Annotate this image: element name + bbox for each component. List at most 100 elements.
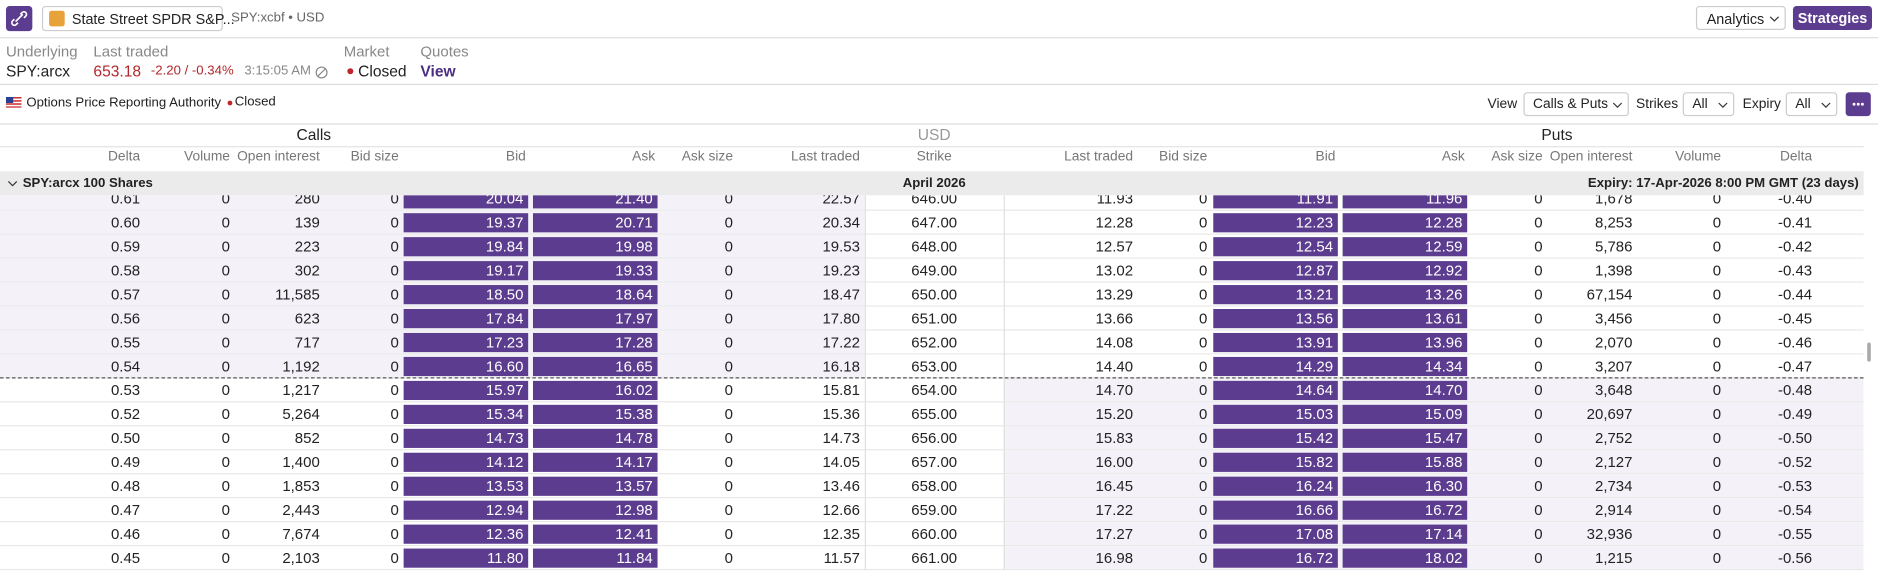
table-cell: -0.47 — [1777, 358, 1813, 375]
option-row: 0.54 0 1,192 0 16.60 16.65 0 16.18 653.00 14.40 0 1… — [0, 354, 1864, 379]
table-cell: 0.50 — [110, 429, 141, 447]
strike-divider — [1003, 354, 1005, 379]
table-cell: 1,192 — [282, 358, 320, 375]
table-cell: 0.60 — [110, 214, 141, 232]
option-row: 0.61 0 280 0 20.04 21.40 0 22.57 646.00 11.93 0 11.… — [0, 195, 1864, 211]
price-bar: 13.26 — [1342, 285, 1468, 305]
price-bar: 11.80 — [403, 548, 529, 568]
option-row: 0.46 0 7,674 0 12.36 12.41 0 12.35 660.00 17.27 0 1… — [0, 522, 1864, 547]
strike-cell: 650.00 — [911, 286, 958, 304]
table-cell: 0.45 — [110, 549, 141, 567]
market-status: Closed — [358, 62, 407, 81]
table-cell: 0 — [1534, 382, 1543, 399]
strategies-button[interactable]: Strategies — [1792, 5, 1873, 30]
section-header: Puts — [1541, 125, 1573, 144]
strike-divider — [1003, 378, 1005, 403]
table-cell: 17.27 — [1095, 525, 1134, 543]
price-bar: 12.98 — [532, 500, 658, 520]
link-button[interactable] — [5, 5, 33, 32]
table-cell: 0 — [1198, 453, 1208, 471]
price-bar: 18.02 — [1342, 548, 1468, 568]
table-cell: -0.55 — [1777, 525, 1813, 543]
table-cell: 0 — [221, 214, 230, 232]
table-cell: 0 — [390, 286, 399, 304]
table-cell: 0 — [724, 525, 733, 543]
table-cell: 0.47 — [110, 501, 141, 519]
expiry-dropdown[interactable]: All — [1785, 92, 1838, 117]
table-cell: 0 — [724, 286, 733, 304]
option-row: 0.59 0 223 0 19.84 19.98 0 19.53 648.00 12.57 0 12.… — [0, 234, 1864, 259]
table-cell: 0 — [724, 238, 733, 256]
table-cell: -0.49 — [1777, 406, 1813, 423]
table-cell: 0 — [724, 477, 733, 495]
table-cell: 0.46 — [110, 525, 141, 543]
table-cell: 15.81 — [822, 382, 860, 399]
table-cell: 0 — [724, 406, 733, 423]
table-cell: 0 — [1534, 406, 1543, 423]
table-cell: 2,734 — [1594, 477, 1633, 495]
symbol-name: State Street SPDR S&P... — [71, 10, 235, 28]
chevron — [1821, 102, 1831, 109]
table-cell: 17.22 — [1095, 501, 1134, 519]
strike-divider — [864, 330, 866, 355]
table-cell: 0 — [390, 334, 399, 351]
table-cell: 0 — [221, 334, 230, 351]
table-cell: 0.52 — [110, 406, 141, 423]
column-header: Last traded — [791, 149, 860, 165]
table-cell: 67,154 — [1586, 286, 1633, 304]
table-cell: 0 — [390, 477, 399, 495]
table-cell: 12.28 — [1095, 214, 1134, 232]
table-cell: 18.47 — [822, 286, 860, 304]
table-cell: 0 — [390, 525, 399, 543]
column-header: Delta — [1779, 149, 1813, 165]
table-cell: 1,215 — [1594, 549, 1633, 567]
collapse-chevron[interactable] — [7, 180, 18, 188]
more-button[interactable] — [1845, 92, 1871, 117]
group-month: April 2026 — [902, 176, 966, 191]
table-cell: 0 — [1198, 382, 1208, 399]
price-bar: 21.40 — [532, 195, 658, 209]
strikes-dropdown[interactable]: All — [1682, 92, 1735, 117]
price-bar: 13.57 — [532, 476, 658, 496]
table-cell: 0 — [1712, 238, 1722, 256]
table-cell: 0 — [390, 358, 399, 375]
price-bar: 12.94 — [403, 500, 529, 520]
table-cell: 0 — [390, 429, 399, 447]
price-bar: 12.87 — [1213, 261, 1338, 281]
table-cell: 0 — [1534, 214, 1543, 232]
column-header: Ask size — [1491, 149, 1543, 165]
table-cell: 1,853 — [282, 477, 320, 495]
quotes-link[interactable]: View — [420, 62, 456, 81]
option-row: 0.58 0 302 0 19.17 19.33 0 19.23 649.00 13.02 0 12.… — [0, 258, 1864, 283]
table-cell: 0 — [390, 406, 399, 423]
strike-divider — [1003, 306, 1005, 331]
strike-cell: 651.00 — [911, 310, 958, 327]
column-header: Bid — [1315, 149, 1336, 165]
table-cell: 0 — [1534, 262, 1543, 280]
table-cell: 16.00 — [1095, 453, 1134, 471]
table-cell: 17.80 — [822, 310, 860, 327]
table-cell: -0.53 — [1777, 477, 1813, 495]
option-row: 0.52 0 5,264 0 15.34 15.38 0 15.36 655.00 15.20 0 1… — [0, 402, 1864, 427]
view-dropdown[interactable]: Calls & Puts — [1523, 92, 1629, 117]
strike-cell: 654.00 — [911, 382, 958, 399]
strike-divider — [1003, 402, 1005, 427]
price-bar: 13.91 — [1213, 332, 1338, 353]
price-bar: 14.70 — [1342, 380, 1468, 401]
strike-divider — [1003, 234, 1005, 259]
column-header: Bid size — [1159, 149, 1208, 165]
table-cell: 7,674 — [282, 525, 320, 543]
column-header: Volume — [184, 149, 230, 165]
strikes-label: Strikes — [1636, 97, 1679, 112]
table-cell: 1,217 — [282, 382, 320, 399]
table-cell: 0 — [1712, 477, 1722, 495]
price-bar: 15.03 — [1213, 404, 1338, 424]
analytics-dropdown[interactable]: Analytics — [1695, 5, 1786, 30]
symbol-button[interactable]: State Street SPDR S&P... — [41, 5, 235, 32]
column-header: Ask — [1441, 149, 1465, 165]
table-cell: 0 — [221, 310, 230, 327]
price-bar: 12.41 — [532, 524, 658, 544]
strike-cell: 655.00 — [911, 406, 958, 423]
quotes-label: Quotes — [420, 43, 469, 60]
strike-cell: 647.00 — [911, 214, 958, 232]
